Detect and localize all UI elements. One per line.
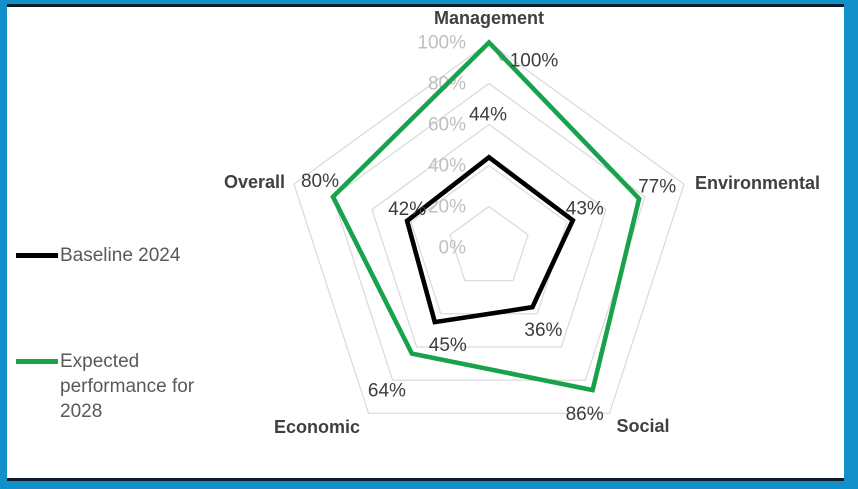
category-label: Management — [434, 8, 544, 28]
axis-tick-label: 0% — [439, 238, 467, 259]
legend-item-expected-performance-for-2028: Expected performance for 2028 — [16, 349, 208, 424]
category-label: Economic — [274, 417, 360, 437]
series-line-baseline-2024 — [404, 154, 576, 325]
legend-swatch — [16, 359, 58, 364]
axis-tick-label: 100% — [417, 33, 466, 54]
category-label: Overall — [224, 172, 285, 192]
legend-swatch — [16, 253, 58, 258]
axis-tick-label: 40% — [428, 156, 466, 177]
grid-ring — [410, 164, 568, 315]
data-label: 42% — [388, 199, 426, 220]
category-label: Social — [616, 416, 669, 436]
data-label: 77% — [638, 177, 676, 198]
data-label: 43% — [566, 198, 604, 219]
legend-label: Expected performance for 2028 — [60, 351, 195, 422]
grid-ring — [449, 205, 529, 282]
series-line-expected-performance-for-2028 — [330, 39, 642, 393]
category-label: Environmental — [695, 173, 820, 193]
axis-tick-label: 20% — [428, 197, 466, 218]
legend-label: Baseline 2024 — [60, 245, 181, 266]
data-label: 100% — [510, 51, 559, 72]
axis-tick-label: 60% — [428, 115, 466, 136]
data-label: 86% — [566, 404, 604, 425]
data-label: 64% — [368, 381, 406, 402]
grid-ring — [371, 123, 607, 348]
legend-item-baseline-2024: Baseline 2024 — [16, 243, 208, 268]
grid-ring — [293, 41, 685, 414]
chart-canvas — [7, 4, 844, 481]
data-label: 44% — [469, 104, 507, 125]
data-label: 36% — [524, 320, 562, 341]
data-label: 80% — [301, 171, 339, 192]
chart-legend: Baseline 2024 Expected performance for 20… — [0, 0, 240, 489]
data-label: 45% — [429, 335, 467, 356]
